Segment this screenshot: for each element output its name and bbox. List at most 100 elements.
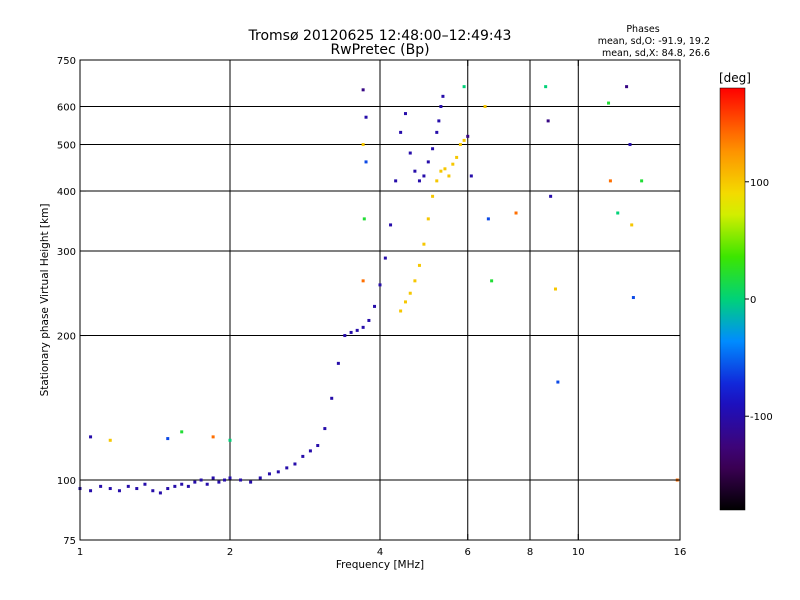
data-point	[108, 487, 112, 491]
data-point	[228, 438, 232, 442]
data-point	[364, 115, 368, 119]
data-point	[389, 223, 393, 227]
colorbar-scale	[719, 87, 746, 511]
data-point	[166, 487, 170, 491]
colorbar-tick-label: 0	[750, 295, 756, 306]
data-point	[546, 119, 550, 123]
data-point	[217, 480, 221, 484]
colorbar-label: [deg]	[719, 71, 751, 85]
data-point	[630, 223, 634, 227]
data-point	[616, 211, 620, 215]
y-tick-label: 75	[63, 536, 76, 547]
data-point	[426, 160, 430, 164]
phase-stats-heading: Phases	[626, 24, 659, 35]
data-point	[330, 396, 334, 400]
data-point	[443, 167, 447, 171]
data-point	[417, 179, 421, 183]
x-tick-label: 1	[77, 547, 83, 558]
data-point	[285, 466, 289, 470]
data-point	[625, 85, 629, 89]
data-point	[435, 179, 439, 183]
data-point	[413, 279, 417, 283]
data-point	[343, 334, 347, 338]
data-point	[514, 211, 518, 215]
data-point	[367, 318, 371, 322]
data-point	[373, 304, 377, 308]
data-point	[422, 242, 426, 246]
data-point	[99, 484, 103, 488]
data-point	[408, 291, 412, 295]
data-point	[378, 283, 382, 287]
data-point	[549, 194, 553, 198]
data-point	[399, 309, 403, 313]
y-tick-label: 200	[57, 332, 76, 343]
data-point	[426, 217, 430, 221]
data-point	[422, 174, 426, 178]
data-point	[431, 147, 435, 151]
data-point	[89, 435, 93, 439]
data-point	[486, 217, 490, 221]
data-point	[205, 482, 209, 486]
data-point	[186, 484, 190, 488]
data-point	[361, 325, 365, 329]
data-point	[408, 151, 412, 155]
data-point	[258, 476, 262, 480]
data-point	[151, 489, 155, 493]
x-tick-label: 6	[465, 547, 471, 558]
data-point	[361, 279, 365, 283]
colorbar-tick-label: -100	[750, 412, 773, 423]
data-point	[458, 143, 462, 147]
chart-title: Tromsø 20120625 12:48:00–12:49:43	[248, 28, 512, 44]
data-point	[553, 287, 557, 291]
data-point	[308, 449, 312, 453]
data-point	[466, 134, 470, 138]
plot-area: 1 2 4 6 8 10 16 75 100 200 300 400 500 600 750	[57, 56, 686, 558]
y-tick-label: 600	[57, 103, 76, 114]
data-point	[435, 130, 439, 134]
x-tick-label: 10	[572, 547, 585, 558]
data-point	[383, 256, 387, 260]
chart-subtitle: RwPretec (Bp)	[330, 42, 429, 58]
data-point	[403, 112, 407, 116]
y-tick-label: 100	[57, 476, 76, 487]
x-axis-label: Frequency [MHz]	[336, 559, 424, 571]
y-axis-label: Stationary phase Virtual Height [km]	[39, 204, 51, 397]
phase-stats-x: mean, sd,X: 84.8, 26.6	[602, 48, 710, 59]
data-point	[276, 470, 280, 474]
data-point	[439, 169, 443, 173]
y-tick-label: 750	[57, 56, 76, 67]
data-point	[361, 88, 365, 92]
data-point	[301, 454, 305, 458]
data-point	[417, 263, 421, 267]
data-point	[361, 143, 365, 147]
y-tick-label: 500	[57, 141, 76, 152]
data-point	[173, 484, 177, 488]
data-point	[607, 101, 611, 105]
data-point	[249, 480, 253, 484]
data-point	[211, 476, 215, 480]
data-point	[108, 438, 112, 442]
data-point	[180, 430, 184, 434]
data-point	[211, 435, 215, 439]
data-point	[223, 478, 227, 482]
x-tick-label: 8	[527, 547, 533, 558]
data-point	[166, 437, 170, 441]
data-point	[349, 330, 353, 334]
y-tick-label: 300	[57, 247, 76, 258]
data-point	[455, 155, 459, 159]
phase-stats-o: mean, sd,O: -91.9, 19.2	[598, 36, 710, 47]
data-point	[462, 138, 466, 142]
data-point	[117, 489, 121, 493]
data-point	[451, 162, 455, 166]
data-point	[362, 217, 366, 221]
colorbar: 100 0 -100	[719, 87, 773, 511]
data-point	[180, 482, 184, 486]
data-point	[431, 194, 435, 198]
data-point	[239, 478, 243, 482]
data-point	[439, 105, 443, 109]
data-point	[228, 476, 232, 480]
data-point	[399, 130, 403, 134]
data-point	[413, 169, 417, 173]
data-point	[403, 300, 407, 304]
